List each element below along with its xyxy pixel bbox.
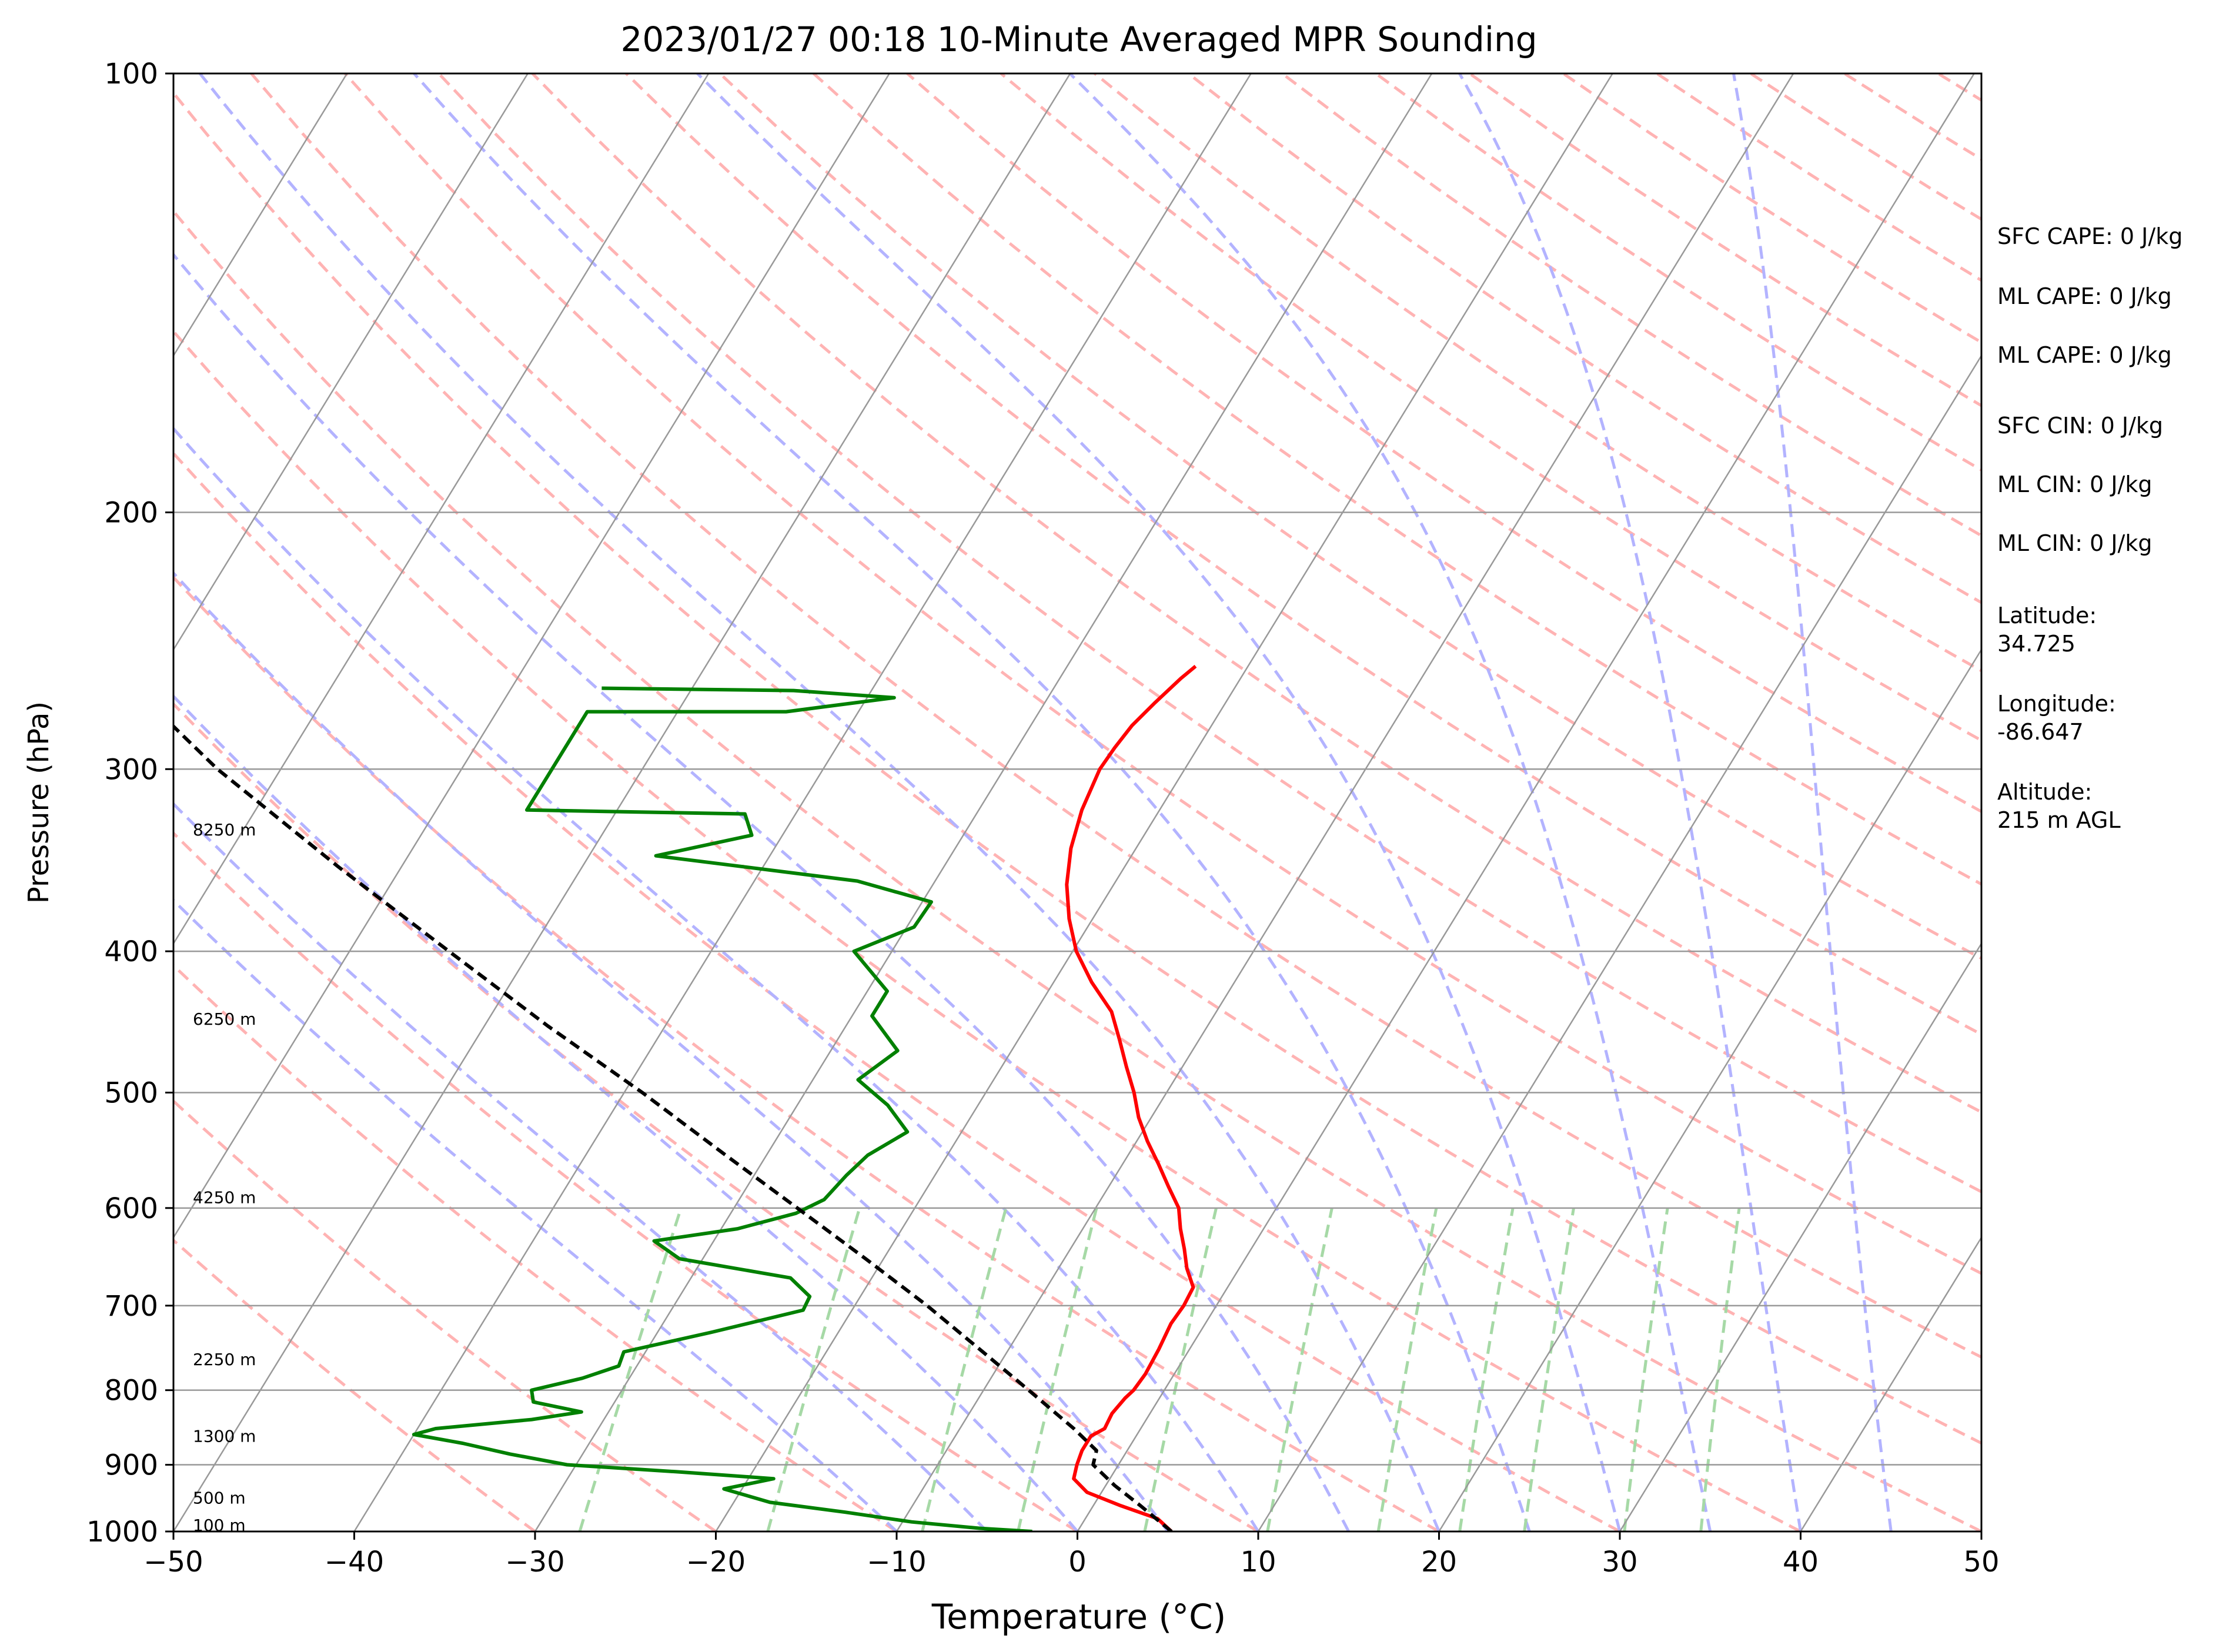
isotherm bbox=[1800, 1236, 1981, 1531]
moist-adiabat bbox=[173, 571, 1169, 1531]
altitude-value: 215 m AGL bbox=[1997, 807, 2121, 833]
moist-adiabat bbox=[173, 801, 988, 1531]
isotherm bbox=[173, 73, 348, 357]
y-tick-label: 600 bbox=[104, 1192, 158, 1225]
isotherm bbox=[1077, 73, 1975, 1531]
dry-adiabat bbox=[173, 451, 1621, 1531]
dry-adiabat bbox=[343, 73, 1981, 1275]
y-tick-label: 800 bbox=[104, 1375, 158, 1407]
moist-adiabat bbox=[199, 73, 1440, 1531]
x-tick-label: 50 bbox=[1963, 1546, 1999, 1579]
height-label: 1300 m bbox=[193, 1427, 256, 1446]
height-label: 2250 m bbox=[193, 1350, 256, 1369]
isotherm bbox=[534, 73, 1433, 1531]
isotherm bbox=[715, 73, 1613, 1531]
ml-cape-text-2: ML CAPE: 0 J/kg bbox=[1997, 342, 2172, 368]
y-tick-label: 500 bbox=[104, 1076, 158, 1109]
y-tick-label: 1000 bbox=[86, 1516, 158, 1549]
latitude-label: Latitude: bbox=[1997, 603, 2097, 628]
altitude-label: Altitude: bbox=[1997, 779, 2092, 805]
moist-adiabat bbox=[1458, 73, 1802, 1531]
isotherm bbox=[173, 73, 1071, 1531]
isotherm bbox=[173, 73, 529, 651]
moist-adiabat bbox=[1732, 73, 1893, 1531]
dry-adiabat bbox=[1094, 73, 1981, 673]
y-tick-label: 700 bbox=[104, 1290, 158, 1323]
x-tick-label: 0 bbox=[1068, 1546, 1087, 1579]
latitude-value: 34.725 bbox=[1997, 631, 2075, 657]
background-lines bbox=[173, 73, 1981, 1531]
height-label: 100 m bbox=[193, 1516, 246, 1535]
dry-adiabat bbox=[173, 209, 1981, 1531]
dry-adiabat bbox=[173, 329, 1801, 1531]
moist-adiabat bbox=[696, 73, 1622, 1531]
dry-adiabat bbox=[173, 831, 1078, 1531]
longitude-label: Longitude: bbox=[1997, 691, 2116, 717]
dry-adiabat bbox=[173, 963, 898, 1531]
moist-adiabat bbox=[413, 73, 1531, 1531]
ml-cin-text-2: ML CIN: 0 J/kg bbox=[1997, 530, 2152, 556]
y-tick-label: 200 bbox=[104, 497, 158, 530]
moist-adiabat bbox=[173, 694, 1079, 1531]
x-tick-label: −40 bbox=[325, 1546, 384, 1579]
dry-adiabat bbox=[813, 73, 1981, 886]
sfc-cape-text: SFC CAPE: 0 J/kg bbox=[1997, 223, 2182, 249]
isotherm bbox=[1619, 942, 1981, 1531]
isotherm bbox=[353, 73, 1252, 1531]
ml-cape-text: ML CAPE: 0 J/kg bbox=[1997, 283, 2172, 309]
x-tick-label: 20 bbox=[1421, 1546, 1457, 1579]
moist-adiabat bbox=[173, 252, 1351, 1531]
dry-adiabat bbox=[718, 73, 1981, 961]
y-tick-label: 400 bbox=[104, 935, 158, 968]
dry-adiabat bbox=[173, 701, 1259, 1531]
height-label: 4250 m bbox=[193, 1188, 256, 1208]
sounding-profiles bbox=[173, 664, 1197, 1531]
moist-adiabat bbox=[1068, 73, 1712, 1531]
dry-adiabat bbox=[173, 575, 1440, 1531]
x-tick-label: −30 bbox=[505, 1546, 564, 1579]
dry-adiabat bbox=[531, 73, 1981, 1114]
isotherm bbox=[895, 73, 1794, 1531]
dry-adiabat bbox=[173, 91, 1981, 1445]
x-axis-ticks: −50 −40 −30 −20 −10 0 10 20 30 40 50 bbox=[143, 1531, 2000, 1579]
height-label: 500 m bbox=[193, 1488, 246, 1507]
parcel-path-line bbox=[173, 724, 1173, 1531]
dry-adiabat bbox=[250, 73, 1981, 1359]
info-panel: SFC CAPE: 0 J/kg ML CAPE: 0 J/kg ML CAPE… bbox=[1997, 223, 2182, 833]
height-label: 8250 m bbox=[193, 820, 256, 840]
y-tick-label: 900 bbox=[104, 1449, 158, 1482]
isotherm bbox=[173, 73, 890, 1239]
x-tick-label: −20 bbox=[686, 1546, 746, 1579]
isotherm bbox=[1438, 648, 1981, 1531]
dry-adiabat bbox=[1000, 73, 1981, 743]
dewpoint-line bbox=[412, 686, 1032, 1531]
y-axis-title: Pressure (hPa) bbox=[22, 701, 55, 904]
dry-adiabat bbox=[173, 1238, 536, 1531]
isotherm bbox=[1257, 354, 1981, 1531]
moist-adiabat bbox=[173, 898, 898, 1531]
x-tick-label: −50 bbox=[143, 1546, 203, 1579]
dry-adiabat bbox=[437, 73, 1981, 1194]
x-tick-label: 10 bbox=[1240, 1546, 1276, 1579]
x-axis-title: Temperature (°C) bbox=[931, 1597, 1226, 1637]
sfc-cin-text: SFC CIN: 0 J/kg bbox=[1997, 413, 2163, 439]
y-axis-ticks: 100 200 300 400 500 600 700 800 900 1000 bbox=[86, 58, 173, 1549]
ml-cin-text: ML CIN: 0 J/kg bbox=[1997, 471, 2152, 497]
height-label: 6250 m bbox=[193, 1009, 256, 1029]
longitude-value: -86.647 bbox=[1997, 719, 2084, 745]
x-tick-label: 40 bbox=[1783, 1546, 1819, 1579]
temperature-line bbox=[1065, 664, 1197, 1531]
x-tick-label: −10 bbox=[867, 1546, 926, 1579]
chart-title: 2023/01/27 00:18 10-Minute Averaged MPR … bbox=[620, 19, 1537, 59]
y-tick-label: 300 bbox=[104, 753, 158, 786]
height-labels: 100 m 500 m 1300 m 2250 m 4250 m 6250 m 8250 m bbox=[193, 820, 256, 1535]
y-tick-label: 100 bbox=[104, 58, 158, 91]
x-tick-label: 30 bbox=[1602, 1546, 1637, 1579]
moist-adiabat bbox=[173, 426, 1260, 1531]
